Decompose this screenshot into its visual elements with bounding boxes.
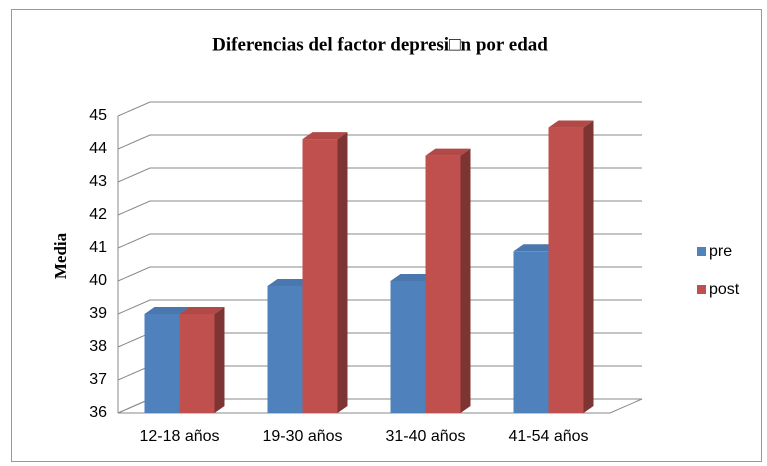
bar-side (214, 307, 225, 413)
chart-title: Diferencias del factor depresi□n por eda… (212, 34, 548, 55)
bar-top (179, 307, 225, 314)
y-tick-label: 42 (89, 206, 107, 223)
grid-line (117, 233, 642, 249)
bar (513, 251, 549, 413)
grid-line (117, 134, 642, 150)
grid-line (117, 266, 642, 282)
bar (390, 281, 426, 413)
grid-line (117, 167, 642, 183)
bar-side (460, 148, 471, 413)
bar-top (390, 274, 436, 281)
x-tick-label: 19-30 años (262, 428, 342, 445)
legend-swatch (697, 285, 706, 294)
grid-line (117, 200, 642, 216)
y-tick-label: 44 (89, 140, 107, 157)
bar (267, 285, 303, 413)
y-tick-label: 41 (89, 239, 107, 256)
bar-top (548, 120, 594, 128)
bar (144, 314, 180, 413)
bar-top (267, 278, 313, 286)
bar (302, 139, 338, 413)
legend-swatch (697, 247, 706, 256)
bar-side (337, 132, 348, 413)
bar-top (144, 307, 190, 314)
y-tick-label: 36 (89, 404, 107, 421)
bar (548, 127, 584, 414)
x-tick-label: 41-54 años (508, 428, 588, 445)
chart-border (11, 9, 762, 462)
y-tick-label: 43 (89, 173, 107, 190)
y-tick-label: 40 (89, 272, 107, 289)
bar (179, 314, 215, 413)
grid-line (117, 101, 642, 117)
bar-top (513, 244, 559, 252)
bar-top (302, 132, 348, 140)
y-tick-label: 45 (89, 107, 107, 124)
y-tick-label: 37 (89, 371, 107, 388)
legend-label: post (709, 281, 740, 298)
bar (425, 155, 461, 413)
grid-line (117, 299, 642, 315)
legend-label: pre (709, 243, 732, 260)
bar-side (583, 120, 594, 414)
y-tick-label: 39 (89, 305, 107, 322)
y-axis-label: Media (51, 232, 70, 279)
x-tick-label: 31-40 años (385, 428, 465, 445)
x-tick-label: 12-18 años (139, 428, 219, 445)
y-tick-label: 38 (89, 338, 107, 355)
bar-top (425, 148, 471, 156)
